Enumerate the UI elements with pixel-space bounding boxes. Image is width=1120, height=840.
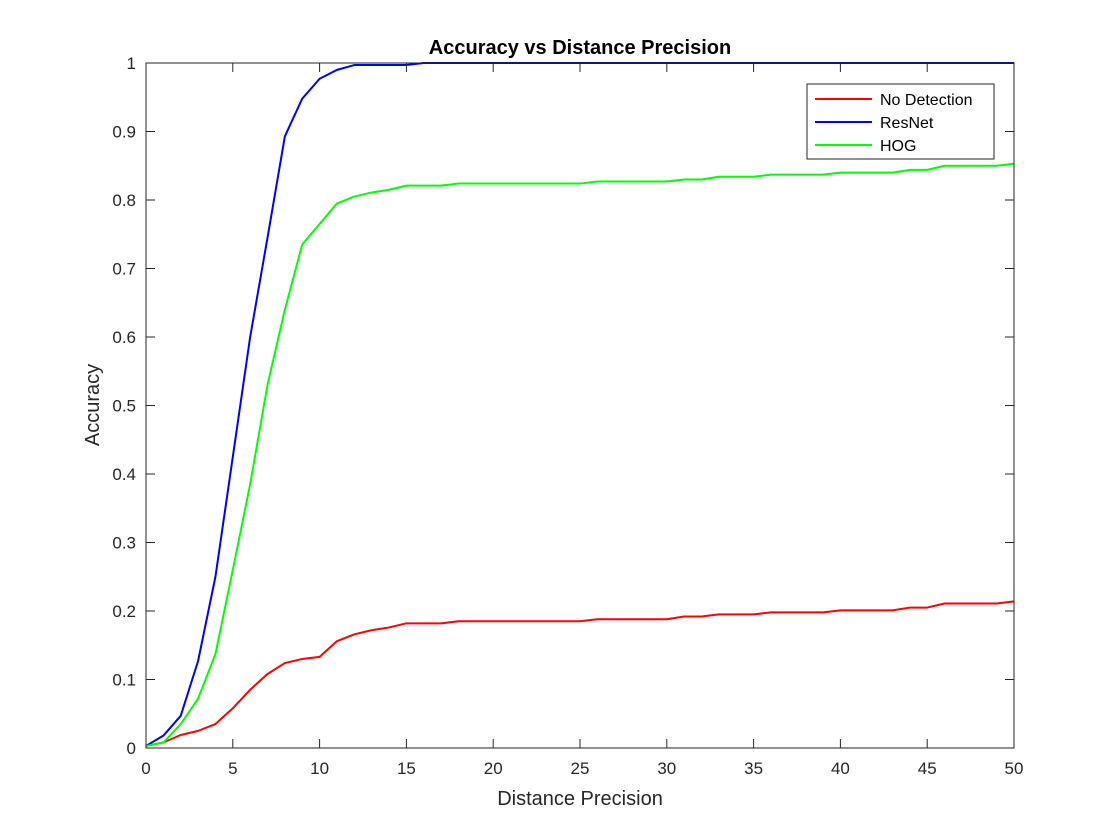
x-tick-label: 50 [1005, 759, 1024, 778]
x-axis-label: Distance Precision [497, 788, 663, 810]
y-tick-label: 0.4 [112, 465, 136, 484]
legend-label: HOG [880, 138, 916, 155]
legend-label: ResNet [880, 115, 934, 132]
series-line-hog [145, 162, 1015, 747]
x-tick-label: 0 [141, 759, 150, 778]
ticks-layer: 0 5 10 15 20 25 30 35 40 45 50 0 0.1 0.2 0.3 0.4 0.5 0.6 0… [112, 54, 1023, 778]
x-tick-label: 25 [571, 759, 590, 778]
x-tick-label: 35 [744, 759, 763, 778]
y-tick-label: 0.6 [112, 328, 136, 347]
y-tick-label: 0.5 [112, 397, 136, 416]
x-tick-label: 5 [228, 759, 237, 778]
x-tick-label: 15 [397, 759, 416, 778]
y-tick-label: 0.3 [112, 534, 136, 553]
y-tick-label: 0.2 [112, 602, 136, 621]
y-tick-label: 0.1 [112, 671, 136, 690]
y-tick-label: 0.8 [112, 191, 136, 210]
chart-title: Accuracy vs Distance Precision [429, 37, 731, 59]
y-tick-label: 0.7 [112, 260, 136, 279]
y-tick-label: 0.9 [112, 123, 136, 142]
series-line-no-detection [145, 600, 1015, 747]
x-tick-label: 30 [657, 759, 676, 778]
x-tick-label: 45 [918, 759, 937, 778]
y-tick-label: 0 [127, 739, 136, 758]
x-tick-label: 10 [310, 759, 329, 778]
plot-area [146, 63, 1014, 748]
x-tick-label: 20 [484, 759, 503, 778]
x-tick-label: 40 [831, 759, 850, 778]
y-tick-label: 1 [127, 54, 136, 73]
y-axis-label: Accuracy [82, 364, 104, 446]
legend: No Detection ResNet HOG [806, 83, 995, 160]
legend-label: No Detection [880, 92, 973, 109]
